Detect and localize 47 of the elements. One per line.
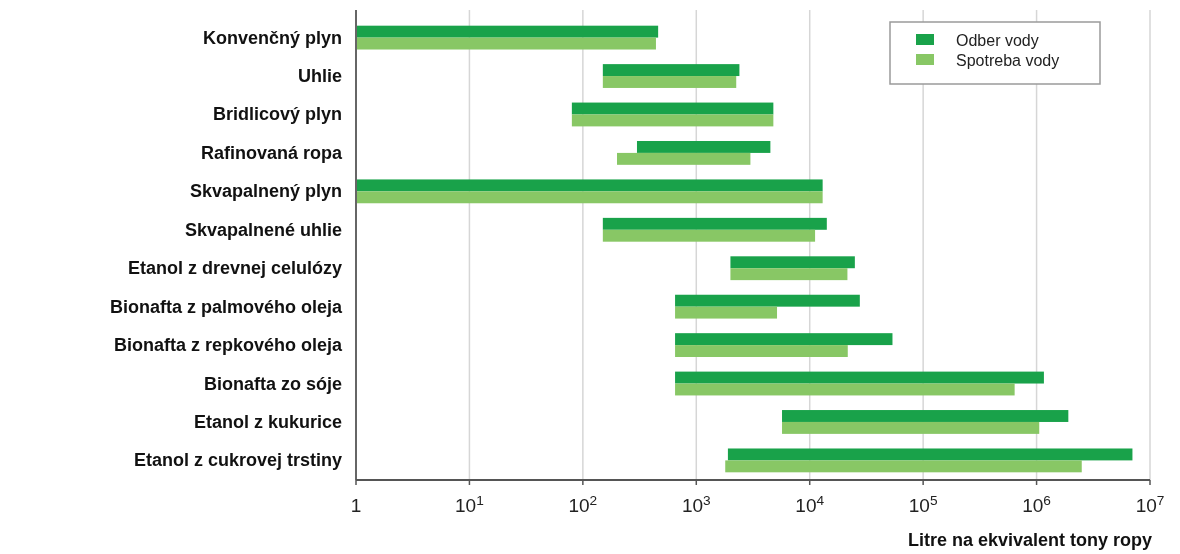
y-tick-label: Rafinovaná ropa xyxy=(200,142,343,163)
y-tick-label: Skvapalnený plyn xyxy=(189,181,342,202)
y-tick-label: Bionafta zo sóje xyxy=(203,373,342,394)
bar xyxy=(571,114,774,127)
x-tick-label: 10$^{1}$ xyxy=(455,492,484,516)
y-tick-label: Etanol z cukrovej trstiny xyxy=(133,450,342,471)
bar xyxy=(730,268,848,281)
bar xyxy=(602,217,827,230)
x-tick-label: 10$^{4}$ xyxy=(795,492,825,516)
bar xyxy=(675,371,1044,384)
x-tick-label: 1 xyxy=(350,495,362,516)
y-tick-label: Uhlie xyxy=(297,66,342,87)
bar xyxy=(730,256,855,269)
x-tick-label: 10$^{3}$ xyxy=(681,492,711,516)
y-tick-label: Skvapalnené uhlie xyxy=(184,219,342,240)
bar xyxy=(356,179,823,192)
legend-label: Odber vody xyxy=(956,31,1039,49)
y-tick-label: Bionafta z repkového oleja xyxy=(113,335,343,356)
bar xyxy=(725,460,1082,473)
bar xyxy=(675,383,1015,396)
y-tick-label: Konvenčný plyn xyxy=(202,27,342,48)
x-tick-label: 10$^{2}$ xyxy=(568,492,598,516)
bar xyxy=(571,102,774,115)
bar xyxy=(617,152,751,165)
bar xyxy=(356,25,659,38)
y-tick-label: Etanol z drevnej celulózy xyxy=(127,258,342,279)
y-tick-label: Bridlicový plyn xyxy=(212,104,342,125)
bar xyxy=(782,410,1069,422)
x-tick-label: 10$^{7}$ xyxy=(1135,492,1165,516)
legend-label: Spotreba vody xyxy=(956,51,1060,69)
y-tick-label: Bionafta z palmového oleja xyxy=(109,296,343,317)
bar xyxy=(602,64,740,77)
bar xyxy=(602,229,816,242)
bar xyxy=(675,306,778,319)
y-tick-label: Etanol z kukurice xyxy=(193,411,342,432)
bar xyxy=(356,191,823,204)
x-tick-label: 10$^{6}$ xyxy=(1022,492,1051,516)
bar xyxy=(782,421,1040,434)
bar xyxy=(675,294,860,307)
x-axis-title: Litre na ekvivalent tony ropy xyxy=(907,530,1152,550)
bar xyxy=(727,448,1133,461)
bar xyxy=(675,333,893,346)
x-tick-label: 10$^{5}$ xyxy=(908,492,938,516)
bar xyxy=(636,141,771,153)
bar xyxy=(602,76,737,88)
bar xyxy=(675,345,848,358)
bar xyxy=(356,37,656,50)
